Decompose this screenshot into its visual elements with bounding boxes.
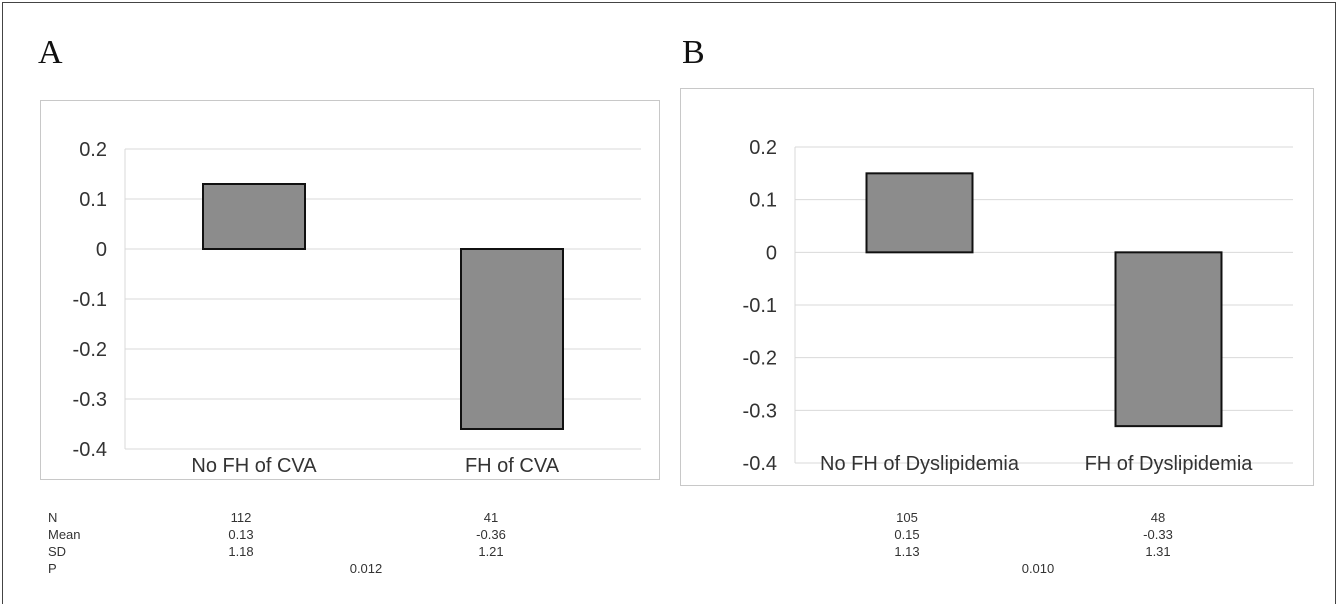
stat-a-sd-no-fh: 1.18 [228,544,254,559]
stat-b-n-fh: 48 [1150,510,1166,525]
chart-a-bar [460,248,564,430]
stat-b-p: 0.010 [1021,561,1055,576]
chart-b-y-tick-label: -0.2 [743,348,777,370]
chart-a-y-tick-label: -0.1 [73,289,107,311]
chart-b-y-tick-label: 0.2 [749,137,777,159]
stat-b-sd-no-fh: 1.13 [894,544,920,559]
chart-a-category-label: No FH of CVA [191,455,317,477]
stat-a-mean-fh: -0.36 [476,527,506,542]
stat-b-mean-fh: -0.33 [1143,527,1173,542]
stat-label-mean: Mean [48,527,81,542]
chart-a-y-tick-label: -0.2 [73,339,107,361]
chart-a-category-label: FH of CVA [465,455,560,477]
chart-a-y-tick-label: -0.3 [73,389,107,411]
chart-b-category-label: FH of Dyslipidemia [1085,453,1254,475]
chart-b-y-tick-label: 0 [766,242,777,264]
panel-a-letter: A [38,34,63,71]
chart-b-category-label: No FH of Dyslipidemia [820,453,1020,475]
stat-a-p: 0.012 [349,561,383,576]
chart-a: 0.2 0.1 0 -0.1 -0.2 -0.3 -0.4 No FH of CVA FH of… [73,139,641,477]
chart-b-bar [865,172,974,254]
stat-a-mean-no-fh: 0.13 [228,527,254,542]
chart-b-y-tick-label: 0.1 [749,190,777,212]
stat-b-sd-fh: 1.31 [1145,544,1171,559]
stat-label-p: P [48,561,57,576]
stat-b-mean-no-fh: 0.15 [894,527,920,542]
chart-a-bar [202,183,306,250]
chart-b-box: 0.2 0.1 0 -0.1 -0.2 -0.3 -0.4 No FH of Dyslipid… [680,88,1314,486]
stat-label-n: N [48,510,58,525]
stat-label-sd: SD [48,544,67,559]
stat-a-n-no-fh: 112 [230,510,252,525]
chart-a-y-tick-label: 0 [96,239,107,261]
chart-a-y-tick-label: 0.2 [79,139,107,161]
chart-a-y-tick-label: 0.1 [79,189,107,211]
chart-b: 0.2 0.1 0 -0.1 -0.2 -0.3 -0.4 No FH of Dyslipid… [743,137,1293,475]
chart-a-y-tick-label: -0.4 [73,439,107,461]
stat-b-n-no-fh: 105 [896,510,918,525]
chart-b-y-tick-label: -0.4 [743,453,777,475]
chart-b-bar [1114,251,1223,428]
chart-a-box: 0.2 0.1 0 -0.1 -0.2 -0.3 -0.4 No FH of CVA FH of… [40,100,660,480]
panel-b-letter: B [682,34,705,71]
chart-b-y-tick-label: -0.1 [743,295,777,317]
stat-a-n-fh: 41 [483,510,499,525]
chart-b-y-tick-label: -0.3 [743,400,777,422]
stat-a-sd-fh: 1.21 [478,544,504,559]
